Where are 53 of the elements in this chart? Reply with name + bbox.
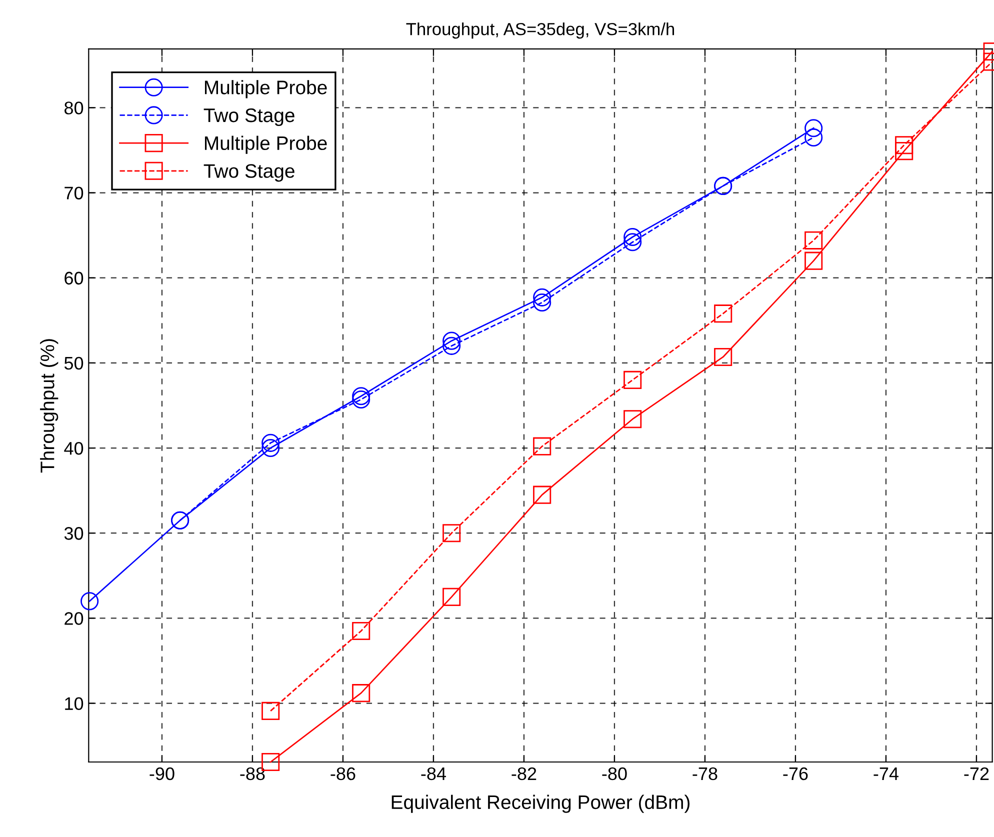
point (714, 348, 732, 366)
legend-label: Two Stage (204, 108, 294, 126)
legend-label: Two Stage (204, 164, 294, 182)
y-tick-label: 60 (64, 272, 84, 285)
y-tick-label: 30 (64, 527, 84, 540)
x-axis-title: Equivalent Receiving Power (dBm) (392, 794, 690, 813)
point (533, 437, 552, 456)
point (442, 332, 461, 350)
y-tick-label: 20 (64, 612, 84, 625)
y-tick-label: 80 (64, 102, 84, 114)
x-tick-label: -90 (150, 767, 174, 780)
x-tick-label: -72 (964, 767, 989, 780)
y-axis-title: Throughput (%) (40, 339, 58, 473)
point (895, 142, 914, 160)
point (442, 524, 461, 542)
x-tick-label: -88 (240, 767, 265, 780)
point (624, 410, 642, 428)
point (533, 486, 552, 504)
point (352, 622, 370, 640)
point (352, 390, 370, 409)
point (804, 128, 823, 146)
chart-title: Throughput, AS=35deg, VS=3km/h (406, 22, 674, 39)
point (442, 588, 461, 606)
point (804, 119, 823, 138)
point (624, 228, 642, 246)
point (80, 592, 99, 610)
x-tick-label: -74 (874, 768, 898, 780)
x-tick-label: -78 (692, 767, 718, 780)
x-tick-label: -82 (512, 767, 536, 780)
point (895, 136, 914, 154)
y-tick-label: 50 (64, 356, 84, 370)
point (533, 294, 552, 312)
y-tick-label: 40 (64, 442, 84, 455)
x-tick-label: -80 (602, 767, 627, 780)
x-tick-label: -86 (330, 767, 356, 780)
point (442, 336, 461, 355)
y-tick-label: 70 (64, 186, 84, 200)
point (804, 231, 823, 250)
point (714, 304, 732, 323)
legend-label: Multiple Probe (204, 136, 327, 154)
point (533, 288, 552, 306)
point (624, 370, 642, 389)
point (352, 684, 370, 702)
x-tick-label: -76 (783, 767, 808, 780)
point (262, 439, 280, 458)
y-tick-label: 10 (65, 697, 84, 710)
x-tick-label: -84 (421, 767, 446, 780)
legend-label: Multiple Probe (204, 80, 327, 98)
point (262, 702, 280, 720)
point (352, 387, 370, 406)
point (804, 252, 823, 270)
point (262, 434, 280, 452)
point (624, 233, 642, 252)
